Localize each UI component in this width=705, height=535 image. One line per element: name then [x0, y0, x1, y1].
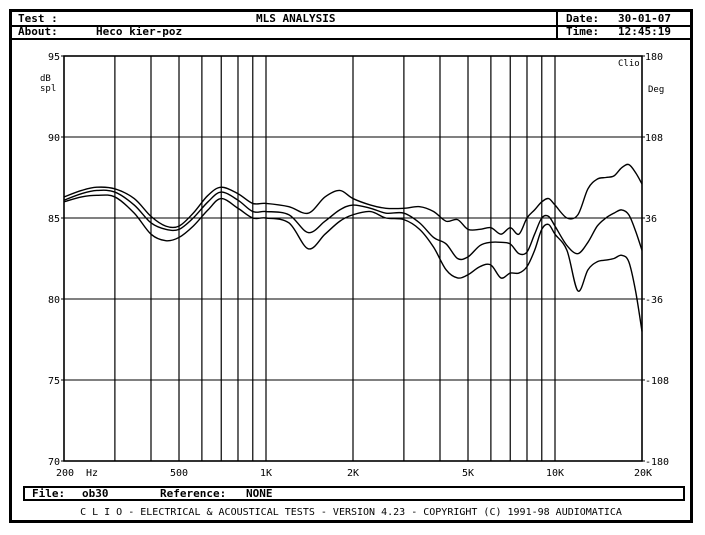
clio-brand-label: Clio — [618, 59, 640, 69]
header-row-test: Test : MLS ANALYSIS Date: 30-01-07 — [12, 12, 690, 26]
y2-tick-label: -180 — [645, 457, 669, 468]
y2-axis-ticks: 180 108 36 -36 -108 -180 — [642, 52, 669, 468]
x-tick-label: 10K — [546, 468, 564, 479]
plot-border — [63, 55, 643, 462]
reference-value: NONE — [246, 487, 273, 500]
file-label: File: — [32, 487, 66, 500]
x-axis-ticks: 200 500 1K 2K 5K 10K 20K — [56, 468, 652, 479]
chart-grid — [64, 55, 642, 462]
y-tick-label: 70 — [48, 457, 60, 468]
series-line-1 — [63, 163, 643, 236]
x-tick-label: 5K — [462, 468, 474, 479]
y2-tick-label: 180 — [645, 52, 663, 63]
header-vertical-divider — [556, 12, 558, 39]
y2-tick-label: 36 — [645, 214, 657, 225]
y-axis-label-db: dB — [40, 74, 51, 84]
about-label: About: — [18, 25, 58, 38]
time-label: Time: — [566, 25, 600, 38]
y-tick-label: 80 — [48, 295, 60, 306]
y-axis-label-spl: spl — [40, 84, 56, 94]
copyright-footer: C L I O - ELECTRICAL & ACOUSTICAL TESTS … — [80, 507, 622, 518]
series-line-3 — [63, 194, 643, 332]
report-title: MLS ANALYSIS — [256, 12, 336, 25]
y2-tick-label: -36 — [645, 295, 663, 306]
y-tick-label: 90 — [48, 133, 60, 144]
x-tick-label: 200 — [56, 468, 74, 479]
reference-label: Reference: — [160, 487, 227, 500]
x-tick-label: 20K — [634, 468, 652, 479]
date-label: Date: — [566, 12, 600, 25]
header-divider — [12, 25, 690, 27]
x-tick-label: 1K — [260, 468, 272, 479]
plot-area-border — [63, 55, 643, 462]
x-axis-unit: Hz — [86, 468, 98, 479]
file-value: ob30 — [82, 487, 109, 500]
header-row-about: About: Heco kier-poz Time: 12:45:19 — [12, 25, 690, 39]
file-info-box — [23, 486, 685, 501]
x-tick-label: 2K — [347, 468, 359, 479]
about-value: Heco kier-poz — [96, 25, 183, 38]
y2-tick-label: -108 — [645, 376, 669, 387]
series-group — [63, 163, 643, 332]
time-value: 12:45:19 — [618, 25, 671, 38]
test-label: Test : — [18, 12, 58, 25]
y-tick-label: 85 — [48, 214, 60, 225]
date-value: 30-01-07 — [618, 12, 671, 25]
series-line-2 — [63, 189, 643, 261]
frequency-response-chart: 95 90 85 80 75 70 180 108 36 -36 -108 -180 200 500 1… — [40, 52, 669, 479]
header-bottom-rule — [12, 38, 690, 40]
y-axis-ticks: 95 90 85 80 75 70 — [48, 52, 64, 468]
x-tick-label: 500 — [170, 468, 188, 479]
y2-axis-label: Deg — [648, 85, 664, 95]
y-tick-label: 75 — [48, 376, 60, 387]
report-frame — [9, 9, 693, 523]
y2-tick-label: 108 — [645, 133, 663, 144]
y-tick-label: 95 — [48, 52, 60, 63]
